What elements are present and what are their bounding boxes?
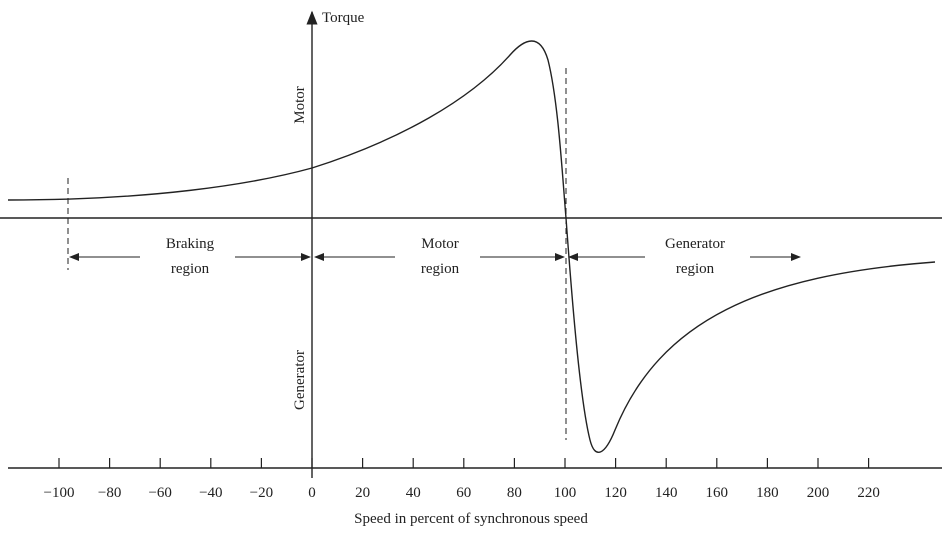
- x-tick-label: 160: [706, 485, 729, 501]
- x-tick-label: 40: [406, 485, 421, 501]
- x-tick-label: −100: [44, 485, 75, 501]
- region-label: region: [171, 261, 210, 277]
- x-tick-label: 180: [756, 485, 779, 501]
- x-tick-label: 120: [604, 485, 627, 501]
- x-tick-label: −80: [98, 485, 121, 501]
- region-label: Generator: [665, 236, 725, 252]
- region-label: region: [421, 261, 460, 277]
- x-tick-label: 20: [355, 485, 370, 501]
- x-tick-label: 200: [807, 485, 830, 501]
- x-tick-label: 220: [857, 485, 880, 501]
- x-tick-label: 60: [456, 485, 471, 501]
- lower-label: Generator: [292, 350, 308, 410]
- upper-label: Motor: [292, 86, 308, 124]
- x-tick-label: 140: [655, 485, 678, 501]
- x-tick-label: 80: [507, 485, 522, 501]
- x-label: Speed in percent of synchronous speed: [354, 511, 588, 527]
- region-label: region: [676, 261, 715, 277]
- x-tick-label: 100: [554, 485, 577, 501]
- x-tick-label: −40: [199, 485, 222, 501]
- torque-curve: [7, 40, 936, 453]
- x-tick-label: −60: [148, 485, 171, 501]
- x-tick-label: 0: [308, 485, 316, 501]
- x-tick-label: −20: [250, 485, 273, 501]
- region-label: Motor: [421, 236, 459, 252]
- y-label: Torque: [322, 10, 365, 26]
- region-label: Braking: [166, 236, 215, 252]
